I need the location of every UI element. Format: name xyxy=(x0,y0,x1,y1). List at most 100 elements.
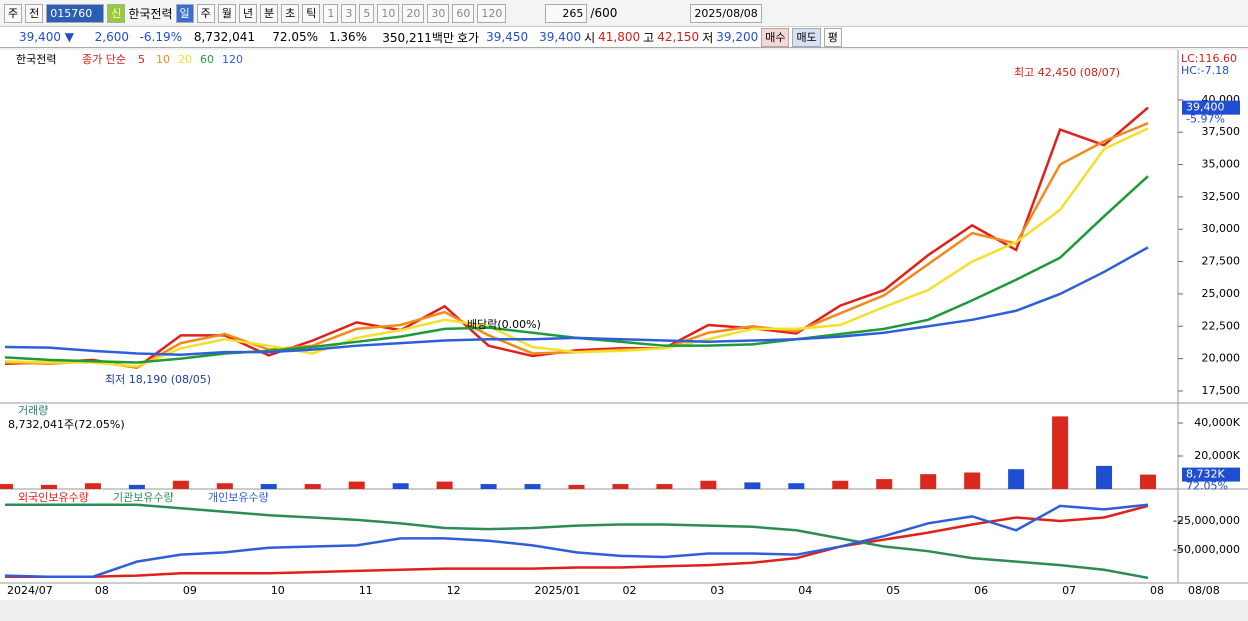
period[interactable]: 월 xyxy=(217,3,236,23)
legend-title: 종가 단순 xyxy=(82,53,126,66)
line xyxy=(5,503,1149,580)
line xyxy=(4,127,1149,368)
volume-bar xyxy=(480,484,497,489)
volume-bar xyxy=(1140,474,1156,489)
tab[interactable]: 주 xyxy=(4,3,23,23)
volume-bar xyxy=(700,480,717,489)
y-tick-label: 17,500 xyxy=(1202,384,1241,397)
interval[interactable]: 120 xyxy=(477,3,507,23)
scrollbar[interactable] xyxy=(0,600,1248,621)
volume-bar xyxy=(612,484,629,489)
interval[interactable]: 5 xyxy=(359,3,375,23)
bid: 39,400 xyxy=(539,30,582,44)
interval[interactable]: 30 xyxy=(427,3,450,23)
x-tick-label: 05 xyxy=(886,584,900,597)
volume-bar xyxy=(920,474,937,489)
legend-item: 10 xyxy=(156,53,170,66)
y-tick-label: 35,000 xyxy=(1202,158,1241,171)
y-tick-label: 40,000K xyxy=(1194,416,1240,429)
count-max: /600 xyxy=(590,6,618,20)
panel-info: 8,732,041주(72.05%) xyxy=(8,418,125,431)
label: 저 xyxy=(702,30,714,45)
volume-bar xyxy=(568,484,585,489)
x-tick-label: 11 xyxy=(359,584,373,597)
x-tick-label: 03 xyxy=(710,584,724,597)
quote-bar: 39,400 ▼ 2,600 -6.19% 8,732,041 72.05% 1… xyxy=(0,27,1248,48)
legend-item: 60 xyxy=(200,53,214,66)
volume: 8,732,041 xyxy=(193,30,255,44)
x-tick-label: 07 xyxy=(1062,584,1076,597)
volume-bar xyxy=(1052,416,1069,489)
interval[interactable]: 1 xyxy=(323,3,339,23)
x-tick-label: 08 xyxy=(95,584,109,597)
interval[interactable]: 3 xyxy=(341,3,357,23)
volume-bar xyxy=(524,484,541,489)
last-volume-box xyxy=(1182,467,1240,482)
change-label: -5.97% xyxy=(1186,113,1225,126)
chart: 17,500 20,000 22,500 25,000 27,500 30,000 32,5… xyxy=(0,50,1248,621)
period[interactable]: 주 xyxy=(196,3,215,23)
button[interactable]: 평 xyxy=(823,27,842,47)
change: 2,600 xyxy=(94,30,129,44)
period[interactable]: 일 xyxy=(175,3,194,23)
x-tick-label: 09 xyxy=(183,584,197,597)
last-volume-label: 8,732K xyxy=(1186,468,1225,481)
y-tick-label: 32,500 xyxy=(1202,190,1241,203)
lc-label: LC:116.60 xyxy=(1181,52,1237,65)
y-tick-label: 22,500 xyxy=(1202,319,1241,332)
interval[interactable]: 10 xyxy=(377,3,400,23)
line xyxy=(4,246,1149,356)
tab[interactable]: 전 xyxy=(25,3,44,23)
y-tick-label: 30,000 xyxy=(1202,222,1241,235)
turnover: 72.05% xyxy=(272,30,318,44)
legend-item: 기관보유수량 xyxy=(113,491,174,504)
label: 고 xyxy=(643,30,655,45)
ratio-label: 72.05% xyxy=(1186,480,1228,493)
period[interactable]: 분 xyxy=(260,3,279,23)
price: 39,400 ▼ xyxy=(18,30,74,44)
period[interactable]: 초 xyxy=(281,3,300,23)
period[interactable]: 년 xyxy=(238,3,258,23)
toolbar: 주 전 015760 신 한국전력 일 주 월 년 분 초 틱 1 3 5 10… xyxy=(0,0,1248,27)
panel-title: 거래량 xyxy=(18,404,48,417)
line xyxy=(5,504,1149,578)
ratio: 1.36% xyxy=(328,30,367,44)
volume-bar xyxy=(40,484,57,489)
y-tick-label: 37,500 xyxy=(1202,125,1241,138)
interval[interactable]: 20 xyxy=(402,3,425,23)
x-tick-label: 12 xyxy=(447,584,461,597)
sell-button[interactable]: 매도 xyxy=(792,27,821,47)
label: 호가 xyxy=(457,30,480,45)
date[interactable]: 2025/08/08 xyxy=(690,3,762,23)
count[interactable]: 265 xyxy=(545,3,588,23)
ask: 39,450 xyxy=(486,30,529,44)
volume-bar xyxy=(436,481,453,489)
legend-name: 한국전력 xyxy=(16,53,56,66)
legend-item: 외국인보유수량 xyxy=(18,491,89,504)
code-input[interactable]: 015760 xyxy=(46,3,105,23)
volume-bar xyxy=(656,484,673,489)
low: 39,200 xyxy=(716,30,759,44)
volume-bar xyxy=(876,479,893,489)
last-price-label: 39,400 xyxy=(1186,101,1225,114)
y-tick-label: 25,000 xyxy=(1202,287,1241,300)
line xyxy=(4,106,1149,370)
volume-bar xyxy=(744,482,761,489)
last-price-box xyxy=(1182,100,1240,115)
x-tick-label: 10 xyxy=(271,584,285,597)
volume-bar xyxy=(832,480,849,489)
annotation: 최저 18,190 (08/05) xyxy=(105,373,211,386)
volume-bar xyxy=(84,483,101,489)
x-tick-label: 02 xyxy=(622,584,636,597)
annotation: 배당락(0.00%) xyxy=(467,318,541,331)
buy-button[interactable]: 매수 xyxy=(761,27,790,47)
x-tick-label: 04 xyxy=(798,584,812,597)
x-tick-label: 08 xyxy=(1150,584,1164,597)
last-date: 08/08 xyxy=(1188,584,1220,597)
period[interactable]: 틱 xyxy=(302,3,321,23)
interval[interactable]: 60 xyxy=(452,3,475,23)
x-tick-label: 06 xyxy=(974,584,988,597)
legend-item: 5 xyxy=(138,53,145,66)
x-tick-label: 2025/01 xyxy=(535,584,581,597)
